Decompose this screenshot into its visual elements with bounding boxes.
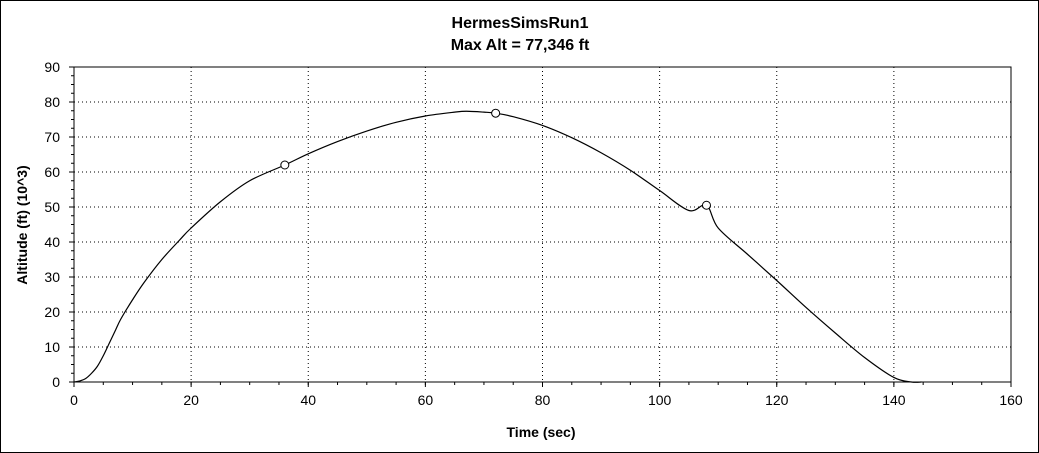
x-tick-label: 60 [418, 392, 434, 408]
chart-title: HermesSimsRun1 [452, 15, 589, 32]
data-point-marker [701, 200, 711, 210]
y-tick-label: 90 [44, 59, 60, 75]
chart-subtitle: Max Alt = 77,346 ft [451, 37, 590, 54]
data-point-marker [491, 108, 501, 118]
x-tick-label: 40 [300, 392, 316, 408]
altitude-series-line [73, 110, 922, 383]
x-tick-label: 80 [535, 392, 551, 408]
tick-labels: 0 20 40 60 80 100 120 140 160 0 10 20 30 40 50 60 70 80 90 [44, 59, 1022, 408]
plot-area-border [73, 66, 1012, 383]
x-tick-label: 20 [183, 392, 199, 408]
x-tick-label: 160 [999, 392, 1023, 408]
x-tick-label: 120 [765, 392, 789, 408]
y-tick-label: 50 [44, 199, 60, 215]
y-tick-label: 80 [44, 94, 60, 110]
grid [74, 67, 1011, 382]
x-tick-label: 100 [648, 392, 672, 408]
y-tick-label: 0 [52, 374, 60, 390]
x-tick-label: 0 [70, 392, 78, 408]
y-tick-label: 10 [44, 339, 60, 355]
y-tick-label: 30 [44, 269, 60, 285]
y-tick-label: 40 [44, 234, 60, 250]
data-point-marker [280, 160, 290, 170]
series-layer [73, 110, 922, 383]
y-axis-title: Altitude (ft) (10^3) [14, 165, 30, 284]
x-axis-title: Time (sec) [507, 424, 576, 440]
y-tick-label: 20 [44, 304, 60, 320]
x-tick-label: 140 [882, 392, 906, 408]
y-tick-label: 70 [44, 129, 60, 145]
marker-layer [280, 108, 711, 210]
axes [69, 66, 1012, 387]
y-tick-label: 60 [44, 164, 60, 180]
